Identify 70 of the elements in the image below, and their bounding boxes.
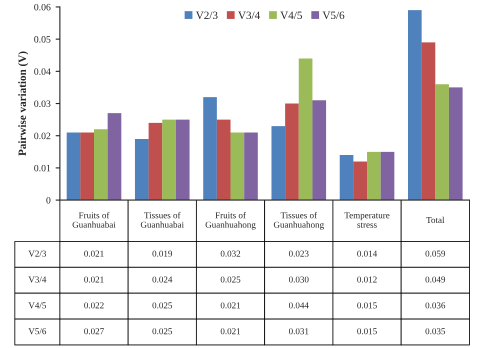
bar xyxy=(148,122,162,200)
data-label: 0.032 xyxy=(220,250,240,257)
bar xyxy=(230,132,244,200)
data-label: 0.025 xyxy=(220,276,240,283)
bar xyxy=(176,120,190,200)
data-label: 0.015 xyxy=(357,328,377,334)
bar xyxy=(422,42,436,200)
x-tick-label: Temperature stress xyxy=(344,212,390,228)
legend-label: V4/5 xyxy=(280,12,302,20)
data-label: 0.021 xyxy=(84,250,104,257)
bar xyxy=(244,132,258,200)
data-label: 0.023 xyxy=(288,250,309,257)
data-label: 0.019 xyxy=(152,250,172,257)
legend-label: V5/6 xyxy=(322,12,344,20)
x-tick-label: Tissues of Guanhuabai xyxy=(140,212,184,228)
bar xyxy=(340,155,354,200)
x-tick-label: Fruits of Guanhuahong xyxy=(206,212,256,230)
bar xyxy=(162,120,176,200)
bar xyxy=(66,132,80,200)
bar xyxy=(285,104,299,200)
data-label: 0.035 xyxy=(425,328,446,334)
y-tick-label: 0.05 xyxy=(34,36,50,43)
bar xyxy=(134,138,149,200)
bar xyxy=(298,58,312,200)
bar xyxy=(435,84,449,200)
y-axis-title: Pairwise variation (V) xyxy=(18,52,28,156)
bar xyxy=(408,10,422,200)
bar xyxy=(203,97,217,200)
x-tick-label: Fruits of Guanhuabai xyxy=(72,212,116,228)
data-label: 0.021 xyxy=(220,302,240,308)
y-tick-label: 0.04 xyxy=(34,68,51,75)
y-tick-label: 0.02 xyxy=(34,132,50,140)
text: V2/3 xyxy=(28,250,46,257)
data-label: 0.024 xyxy=(152,276,172,283)
text: V3/4 xyxy=(28,276,46,283)
legend-label: V3/4 xyxy=(238,12,260,20)
data-label: 0.030 xyxy=(288,276,309,283)
bar xyxy=(312,100,326,200)
data-label: 0.031 xyxy=(288,328,308,334)
y-tick-label: 0.01 xyxy=(34,164,50,172)
data-label: 0.022 xyxy=(84,302,104,308)
data-label: 0.025 xyxy=(152,302,172,308)
bar xyxy=(448,87,463,200)
y-tick-label: 0.06 xyxy=(34,4,51,10)
bar xyxy=(94,129,108,200)
y-tick-label: 0 xyxy=(46,197,50,204)
data-label: 0.021 xyxy=(220,328,240,334)
data-label: 0.044 xyxy=(288,302,309,308)
bar xyxy=(353,161,368,200)
text: V5/6 xyxy=(28,328,46,334)
x-tick-label: Tissues of Guanhuahong xyxy=(274,212,324,230)
bar xyxy=(367,152,381,200)
data-label: 0.059 xyxy=(425,250,446,257)
data-label: 0.012 xyxy=(357,276,377,283)
bar xyxy=(108,113,122,200)
text: V4/5 xyxy=(28,302,46,308)
data-label: 0.021 xyxy=(84,276,104,283)
data-label: 0.015 xyxy=(357,302,377,308)
legend-label: V2/3 xyxy=(196,12,218,20)
bar xyxy=(80,132,94,200)
data-label: 0.049 xyxy=(425,276,446,283)
bar xyxy=(271,126,286,200)
bar xyxy=(380,152,394,200)
data-label: 0.014 xyxy=(357,250,378,257)
data-label: 0.036 xyxy=(425,302,446,308)
data-label: 0.025 xyxy=(152,328,172,334)
x-tick-label: Total xyxy=(426,216,444,224)
bar xyxy=(216,120,231,200)
data-label: 0.027 xyxy=(84,328,104,334)
y-tick-label: 0.03 xyxy=(34,100,50,108)
